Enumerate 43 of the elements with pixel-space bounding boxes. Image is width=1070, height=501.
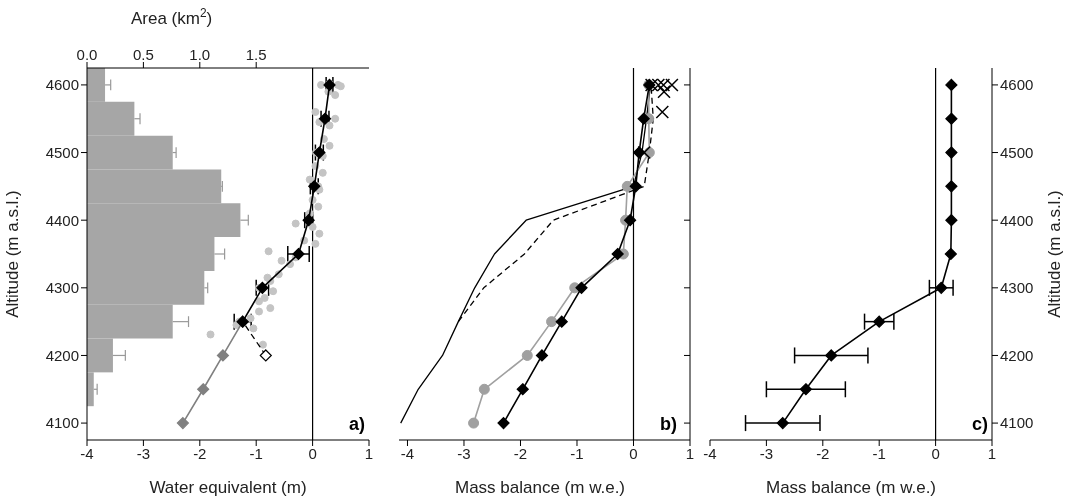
y2-tick-label: 4200 <box>1000 346 1034 364</box>
x-tick-label: -4 <box>703 444 717 462</box>
x2-tick-label: 1.0 <box>189 46 211 63</box>
x-tick-label: 0 <box>931 444 940 462</box>
x-axis-title: Mass balance (m w.e.) <box>765 478 937 497</box>
x-tick-label: -3 <box>759 444 774 462</box>
y2-tick-label: 4100 <box>1000 414 1034 432</box>
x2-axis-title: Area (km$^{2}$) <box>130 6 213 28</box>
x2-tick-label: 0.5 <box>132 46 154 63</box>
y2-tick-label: 4400 <box>1000 211 1034 229</box>
y-tick-label: 4400 <box>45 211 79 229</box>
y-tick-label: 4100 <box>45 414 79 432</box>
y-tick-label: 4200 <box>45 346 79 364</box>
x-axis-title: Water equivalent (m) <box>149 478 307 497</box>
x-tick-label: -1 <box>570 444 584 462</box>
y-tick-label: 4600 <box>45 76 79 94</box>
y2-tick-label: 4300 <box>1000 279 1034 297</box>
x-tick-label: 0 <box>629 444 638 462</box>
x-tick-label: 1 <box>987 444 997 462</box>
annotation: b) <box>660 414 677 434</box>
x2-tick-label: 0.0 <box>76 46 98 63</box>
x-tick-label: 1 <box>685 444 695 462</box>
x-tick-label: 0 <box>308 444 317 462</box>
y2-tick-label: 4500 <box>1000 143 1034 161</box>
annotation: a) <box>348 414 365 434</box>
x-axis-title: Mass balance (m w.e.) <box>454 478 626 497</box>
y2-tick-label: 4600 <box>1000 76 1034 94</box>
x-tick-label: -3 <box>136 444 151 462</box>
x2-tick-label: 1.5 <box>245 46 267 63</box>
y-axis-title: Altitude (m a.s.l.) <box>3 190 22 318</box>
x-tick-label: -2 <box>816 444 830 462</box>
x-tick-label: -1 <box>249 444 263 462</box>
annotation: c) <box>971 414 988 434</box>
x-tick-label: -4 <box>400 444 415 462</box>
x-tick-label: -1 <box>872 444 886 462</box>
y-tick-label: 4500 <box>45 143 79 161</box>
y-tick-label: 4300 <box>45 279 79 297</box>
x-tick-label: -4 <box>80 444 94 462</box>
x-tick-label: -3 <box>457 444 471 462</box>
y2-axis-title: Altitude (m a.s.l.) <box>1045 190 1064 318</box>
x-tick-label: -2 <box>513 444 528 462</box>
x-tick-label: 1 <box>364 444 374 462</box>
x-tick-label: -2 <box>193 444 207 462</box>
